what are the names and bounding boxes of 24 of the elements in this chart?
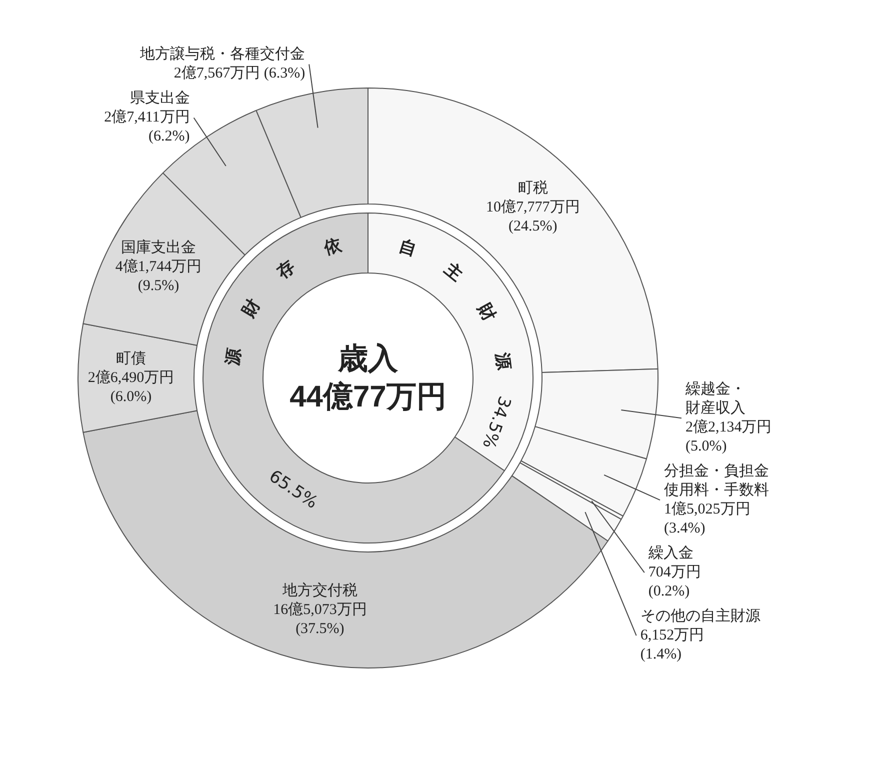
data-label: 704万円 (0.2%): [648, 564, 701, 600]
data-label: 4億1,744万円 (9.5%): [115, 258, 202, 294]
data-label: 34.5%: [478, 393, 514, 451]
data-label: 2億7,411万円 (6.2%): [104, 108, 190, 145]
text: 44億77万円: [290, 380, 446, 414]
slice-label: 町債: [116, 350, 146, 367]
data-label: 6,152万円 (1.4%): [640, 628, 704, 663]
slice-label: 地方譲与税・各種交付金: [139, 46, 306, 63]
text: 歳入: [337, 342, 399, 376]
slice-label: 地方交付税: [281, 582, 358, 600]
slice-label: 町税: [518, 180, 548, 197]
slice-label: 分担金・負担金使用料・手数料: [664, 462, 770, 499]
slice-label: その他の自主財源: [640, 608, 760, 625]
category-label: 自主財源: [396, 236, 514, 372]
data-label: 1億5,025万円 (3.4%): [664, 500, 750, 537]
data-label: 2億6,490万円 (6.0%): [88, 368, 174, 405]
slice-label: 繰越金・財産収入: [684, 380, 746, 417]
slice-label: 県支出金: [130, 90, 190, 107]
data-label: 10億7,777万円 (24.5%): [486, 198, 580, 235]
slice-label: 国庫支出金: [121, 239, 196, 256]
data-label: 2億7,567万円 (6.3%): [174, 64, 306, 82]
data-label: 2億2,134万円 (5.0%): [685, 418, 772, 455]
slice-label: 繰入金: [647, 544, 694, 562]
data-label: 16億5,073万円 (37.5%): [273, 601, 367, 638]
